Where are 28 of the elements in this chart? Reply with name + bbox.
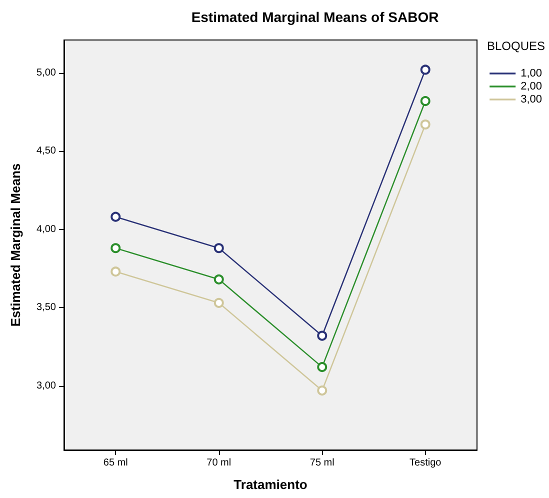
- y-tick-label: 3,00: [36, 380, 56, 392]
- x-tick-label: 65 ml: [103, 458, 128, 468]
- point: [317, 362, 328, 372]
- point: [317, 330, 328, 341]
- legend-label: 1,00: [520, 68, 542, 80]
- x-axis-title: Tratamiento: [234, 477, 308, 492]
- y-tick-label: 4,00: [36, 224, 56, 235]
- point: [317, 386, 328, 396]
- legend-label: 3,00: [520, 94, 542, 106]
- x-tick-label: Testigo: [410, 458, 442, 468]
- x-tick-label: 75 ml: [310, 458, 334, 468]
- point: [110, 212, 121, 222]
- point: [420, 120, 430, 130]
- legend-label: 2,00: [520, 80, 542, 92]
- point: [214, 274, 224, 284]
- chart-title: Estimated Marginal Means of SABOR: [191, 9, 439, 25]
- y-axis-title: Estimated Marginal Means: [8, 163, 23, 327]
- y-tick-label: 3,50: [36, 302, 56, 314]
- y-tick-label: 4,50: [36, 146, 56, 157]
- point: [110, 266, 121, 277]
- point: [420, 96, 430, 106]
- point: [214, 243, 224, 254]
- point: [214, 298, 224, 308]
- point: [110, 243, 121, 254]
- point: [420, 64, 430, 75]
- y-tick-label: 5,00: [36, 67, 56, 78]
- x-tick-label: 70 ml: [206, 458, 232, 468]
- legend-title: BLOQUES: [486, 39, 546, 53]
